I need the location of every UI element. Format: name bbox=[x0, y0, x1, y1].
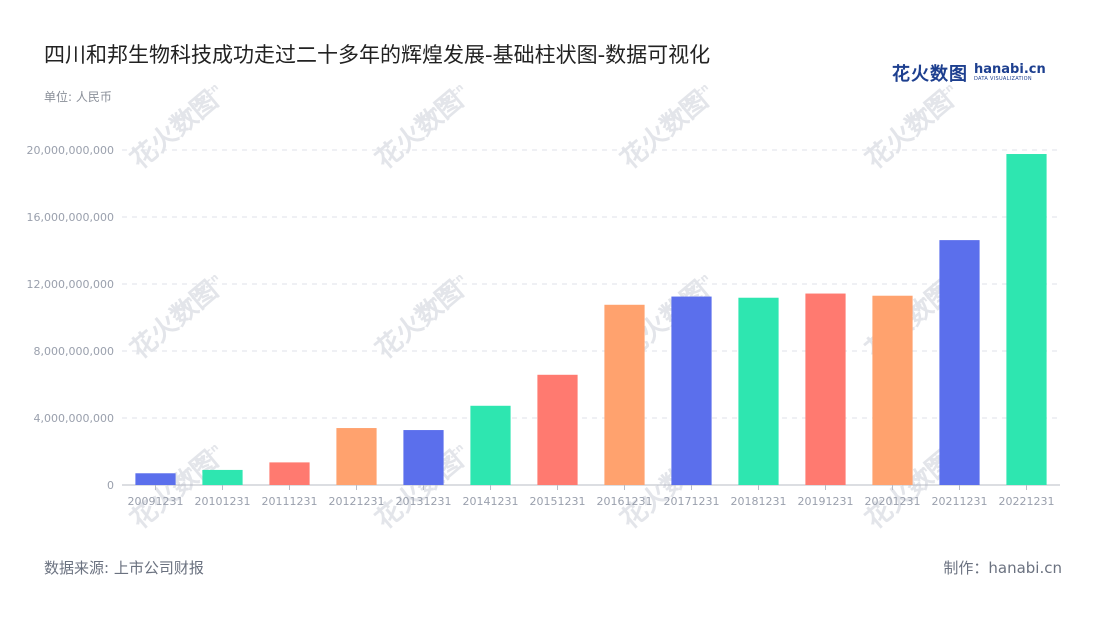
maker-credit: 制作：hanabi.cn bbox=[943, 559, 1062, 577]
bar-20131231[interactable] bbox=[403, 430, 444, 485]
x-tick-label: 20111231 bbox=[262, 495, 318, 508]
bar-20091231[interactable] bbox=[135, 473, 176, 485]
x-tick-label: 20201231 bbox=[865, 495, 921, 508]
unit-label: 单位: 人民币 bbox=[44, 90, 112, 104]
bar-20211231[interactable] bbox=[939, 240, 980, 485]
x-tick-label: 20221231 bbox=[999, 495, 1055, 508]
x-tick-label: 20121231 bbox=[329, 495, 385, 508]
x-tick-label: 20101231 bbox=[195, 495, 251, 508]
x-tick-label: 20151231 bbox=[530, 495, 586, 508]
x-tick-label: 20091231 bbox=[128, 495, 184, 508]
bar-20121231[interactable] bbox=[336, 428, 377, 485]
logo-sub-text: DATA VISUALIZATION bbox=[974, 76, 1032, 82]
x-tick-labels: 20091231 20101231 20111231 20121231 20131231… bbox=[128, 495, 1055, 508]
y-tick-label: 16,000,000,000 bbox=[27, 211, 114, 224]
x-tick-label: 20191231 bbox=[798, 495, 854, 508]
grid-layer bbox=[122, 149, 1060, 419]
bar-20141231[interactable] bbox=[470, 405, 511, 485]
logo-en-block: hanabi.cn DATA VISUALIZATION bbox=[974, 63, 1046, 83]
data-source: 数据来源: 上市公司财报 bbox=[44, 559, 204, 577]
bar-20161231[interactable] bbox=[604, 304, 645, 485]
y-tick-labels: 0 4,000,000,000 8,000,000,000 12,000,000,00… bbox=[27, 144, 114, 492]
bar-20191231[interactable] bbox=[805, 293, 846, 485]
x-tick-label: 20131231 bbox=[396, 495, 452, 508]
bars-layer bbox=[135, 154, 1047, 485]
brand-logo: 花火数图 hanabi.cn DATA VISUALIZATION bbox=[892, 60, 1046, 86]
bar-20101231[interactable] bbox=[202, 469, 243, 485]
y-tick-label: 20,000,000,000 bbox=[27, 144, 114, 157]
logo-en-text: hanabi.cn bbox=[974, 62, 1046, 77]
bar-20181231[interactable] bbox=[738, 297, 779, 485]
bar-20201231[interactable] bbox=[872, 295, 913, 485]
bar-20111231[interactable] bbox=[269, 462, 310, 485]
chart-title: 四川和邦生物科技成功走过二十多年的辉煌发展-基础柱状图-数据可视化 bbox=[44, 43, 711, 67]
y-tick-label: 8,000,000,000 bbox=[34, 345, 114, 358]
bar-20221231[interactable] bbox=[1006, 154, 1047, 485]
y-tick-label: 0 bbox=[107, 479, 114, 492]
y-tick-label: 4,000,000,000 bbox=[34, 412, 114, 425]
x-tick-label: 20211231 bbox=[932, 495, 988, 508]
bar-20151231[interactable] bbox=[537, 374, 578, 485]
y-tick-label: 12,000,000,000 bbox=[27, 278, 114, 291]
x-tick-label: 20141231 bbox=[463, 495, 519, 508]
bar-20171231[interactable] bbox=[671, 296, 712, 485]
x-tick-label: 20171231 bbox=[664, 495, 720, 508]
x-tick-label: 20181231 bbox=[731, 495, 787, 508]
logo-cn-text: 花火数图 bbox=[892, 64, 968, 85]
x-tick-label: 20161231 bbox=[597, 495, 653, 508]
